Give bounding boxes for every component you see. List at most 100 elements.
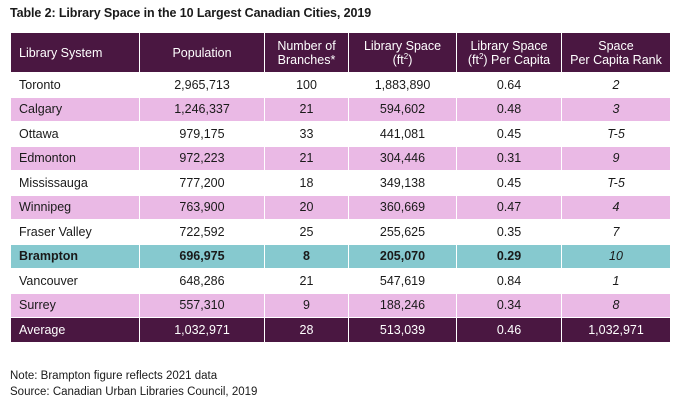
cell-population: 557,310 (139, 292, 265, 318)
header-branches-line1: Number of (277, 38, 336, 53)
table-row: Vancouver 648,286 21 547,619 0.84 1 (10, 268, 671, 294)
cell-library-system: Toronto (10, 72, 140, 98)
header-space-line1: Library Space (363, 38, 442, 53)
cell-library-system: Surrey (10, 292, 140, 318)
table-row: Calgary 1,246,337 21 594,602 0.48 3 (10, 96, 671, 122)
cell-library-system: Vancouver (10, 268, 140, 294)
header-row: Library System Population Number of Bran… (10, 32, 671, 73)
average-row: Average 1,032,971 28 513,039 0.46 1,032,971 (10, 317, 671, 343)
header-library-system: Library System (10, 32, 140, 73)
cell-library-system: Average (10, 317, 140, 343)
table-row: Surrey 557,310 9 188,246 0.34 8 (10, 292, 671, 318)
header-branches-line2: Branches* (277, 52, 336, 67)
cell-library-space: 349,138 (348, 170, 457, 196)
header-per-capita-unit-open: (ft (467, 52, 479, 67)
cell-population: 648,286 (139, 268, 265, 294)
cell-branches: 21 (264, 96, 349, 122)
cell-library-space: 304,446 (348, 145, 457, 171)
cell-library-system: Calgary (10, 96, 140, 122)
header-per-capita: Library Space (ft2) Per Capita (456, 32, 562, 73)
cell-rank: T-5 (561, 121, 671, 147)
cell-per-capita: 0.29 (456, 243, 562, 269)
cell-per-capita: 0.45 (456, 121, 562, 147)
header-per-capita-unit-exp: 2 (478, 51, 484, 61)
header-branches: Number of Branches* (264, 32, 349, 73)
note-brampton: Note: Brampton figure reflects 2021 data (10, 370, 218, 382)
table-body: Toronto 2,965,713 100 1,883,890 0.64 2 Calgary… (10, 72, 671, 343)
table-title: Table 2: Library Space in the 10 Largest… (10, 6, 372, 20)
header-library-space: Library Space (ft2) (348, 32, 457, 73)
header-space-unit-exp: 2 (403, 51, 409, 61)
table-row: Brampton 696,975 8 205,070 0.29 10 (10, 243, 671, 269)
cell-population: 979,175 (139, 121, 265, 147)
cell-population: 1,246,337 (139, 96, 265, 122)
cell-library-system: Fraser Valley (10, 219, 140, 245)
cell-rank: 1,032,971 (561, 317, 671, 343)
cell-population: 2,965,713 (139, 72, 265, 98)
table-row: Edmonton 972,223 21 304,446 0.31 9 (10, 145, 671, 171)
cell-population: 777,200 (139, 170, 265, 196)
library-space-table: Library System Population Number of Bran… (10, 32, 671, 343)
cell-library-system: Edmonton (10, 145, 140, 171)
cell-branches: 100 (264, 72, 349, 98)
cell-library-space: 188,246 (348, 292, 457, 318)
cell-per-capita: 0.31 (456, 145, 562, 171)
cell-rank: 9 (561, 145, 671, 171)
cell-branches: 33 (264, 121, 349, 147)
table-notes: Note: Brampton figure reflects 2021 data… (10, 368, 257, 400)
cell-library-space: 205,070 (348, 243, 457, 269)
cell-population: 1,032,971 (139, 317, 265, 343)
table-row: Winnipeg 763,900 20 360,669 0.47 4 (10, 194, 671, 220)
header-space-unit-close: ) (408, 52, 413, 67)
cell-per-capita: 0.64 (456, 72, 562, 98)
cell-rank: T-5 (561, 170, 671, 196)
cell-library-space: 547,619 (348, 268, 457, 294)
header-space-unit-open: (ft (392, 52, 404, 67)
header-population: Population (139, 32, 265, 73)
cell-library-space: 1,883,890 (348, 72, 457, 98)
cell-population: 696,975 (139, 243, 265, 269)
cell-population: 972,223 (139, 145, 265, 171)
cell-library-space: 441,081 (348, 121, 457, 147)
cell-population: 722,592 (139, 219, 265, 245)
cell-library-space: 594,602 (348, 96, 457, 122)
cell-library-space: 360,669 (348, 194, 457, 220)
cell-rank: 4 (561, 194, 671, 220)
header-per-capita-unit-close: ) Per Capita (483, 52, 551, 67)
cell-branches: 25 (264, 219, 349, 245)
cell-rank: 3 (561, 96, 671, 122)
cell-library-system: Brampton (10, 243, 140, 269)
cell-library-space: 513,039 (348, 317, 457, 343)
table-row: Ottawa 979,175 33 441,081 0.45 T-5 (10, 121, 671, 147)
cell-rank: 7 (561, 219, 671, 245)
cell-rank: 1 (561, 268, 671, 294)
table-row: Toronto 2,965,713 100 1,883,890 0.64 2 (10, 72, 671, 98)
cell-library-space: 255,625 (348, 219, 457, 245)
cell-branches: 21 (264, 145, 349, 171)
cell-per-capita: 0.34 (456, 292, 562, 318)
note-source: Source: Canadian Urban Libraries Council… (10, 386, 258, 398)
cell-per-capita: 0.46 (456, 317, 562, 343)
cell-library-system: Winnipeg (10, 194, 140, 220)
cell-rank: 2 (561, 72, 671, 98)
cell-library-system: Ottawa (10, 121, 140, 147)
cell-library-system: Mississauga (10, 170, 140, 196)
cell-branches: 9 (264, 292, 349, 318)
cell-branches: 18 (264, 170, 349, 196)
header-rank: Space Per Capita Rank (561, 32, 671, 73)
header-rank-line2: Per Capita Rank (570, 52, 662, 67)
cell-population: 763,900 (139, 194, 265, 220)
table-row: Fraser Valley 722,592 25 255,625 0.35 7 (10, 219, 671, 245)
cell-per-capita: 0.35 (456, 219, 562, 245)
header-per-capita-line1: Library Space (470, 38, 548, 53)
cell-branches: 20 (264, 194, 349, 220)
header-rank-line1: Space (598, 38, 634, 53)
table-row: Mississauga 777,200 18 349,138 0.45 T-5 (10, 170, 671, 196)
cell-branches: 8 (264, 243, 349, 269)
cell-per-capita: 0.47 (456, 194, 562, 220)
cell-per-capita: 0.45 (456, 170, 562, 196)
cell-rank: 8 (561, 292, 671, 318)
cell-per-capita: 0.48 (456, 96, 562, 122)
cell-branches: 28 (264, 317, 349, 343)
cell-per-capita: 0.84 (456, 268, 562, 294)
